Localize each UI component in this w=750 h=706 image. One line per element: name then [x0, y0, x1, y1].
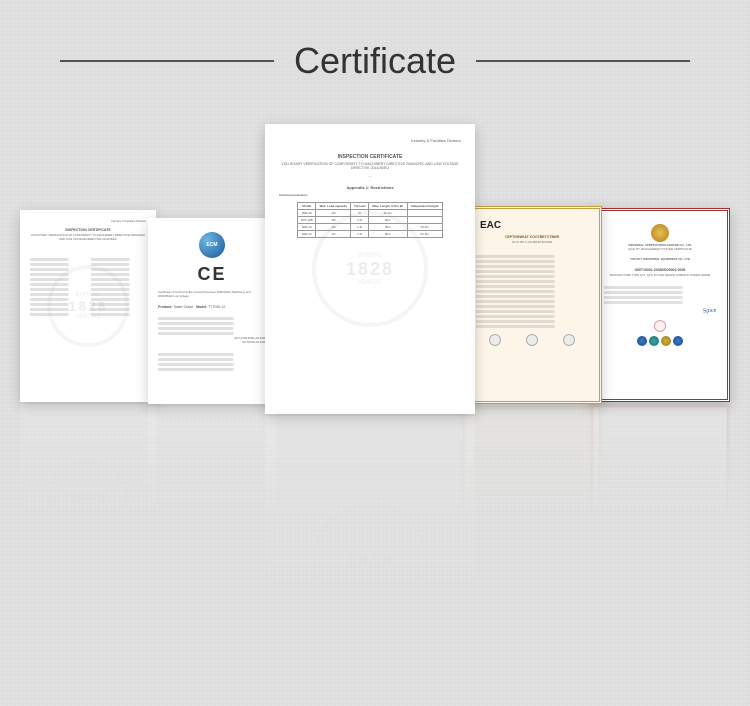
stamp-icon	[563, 334, 575, 346]
cert-ref-line: —	[279, 175, 461, 179]
cert-standard: EN 60204-32:2008	[158, 341, 266, 345]
iaf-badge-icon	[637, 336, 647, 346]
cert-title: СЕРТИФИКАТ СООТВЕТСТВИЯ	[476, 235, 588, 239]
certificate-3: BUREAU 1828 VERITAS Industry & Facilitie…	[265, 124, 475, 414]
model-label: Model:	[196, 305, 207, 309]
table-row: R90-2010t2t60.3m	[298, 210, 443, 217]
cert-body	[604, 286, 716, 304]
certificate-stage: BUREAU 1828 VERITAS Industry & Facilitie…	[0, 112, 750, 532]
certificate-3-reflection: 1828 INSPECTION CERTIFICATE	[265, 416, 475, 706]
th: Tip load	[351, 203, 369, 210]
cert-banner: Industry & Facilities Division	[279, 138, 461, 144]
cnas-badge-icon	[661, 336, 671, 346]
certificate-5-reflection	[590, 404, 730, 598]
certificate-1-reflection: 1828	[20, 404, 156, 596]
signature-row	[604, 320, 716, 332]
table-row: R60-1212t1.5t55m52.5m	[298, 231, 443, 238]
signature-icon: Spice	[702, 307, 716, 314]
th: Independent height	[407, 203, 442, 210]
cert-company: TOP SKY INDUSTRIAL EQUIPMENT CO., LTD	[604, 258, 716, 262]
stamp-icon	[526, 334, 538, 346]
certificate-5: UNIVERSAL CERTIFICATION CENTRE CO., LTD.…	[590, 208, 730, 402]
certificate-4: EAC СЕРТИФИКАТ СООТВЕТСТВИЯ № ТС RU С-CN…	[462, 206, 602, 404]
cert-subtitle: VOLUNTARY VERIFICATION OF CONFORMITY TO …	[279, 162, 461, 172]
stamp-icon	[654, 320, 666, 332]
tech-params-label: Technical parameters	[279, 194, 461, 198]
cert-standard: GB/T19001-2008/ISO9001:2008	[604, 268, 716, 272]
th: Max. Length of the jib	[369, 203, 408, 210]
cert-title: INSPECTION CERTIFICATE	[30, 228, 146, 232]
iso-badge-icon	[649, 336, 659, 346]
cert-scope: MANUFACTURE TYPE QTZ, QTP, SC AND RELIPE…	[604, 274, 716, 278]
ecm-badge-icon: ECM	[199, 232, 225, 258]
certificate-4-reflection: EAC	[462, 406, 602, 604]
cert-banner: Industry & Facilities Division	[30, 220, 146, 224]
certificate-2-reflection: CE	[148, 406, 276, 592]
certificate-2: ECM CE Certificate of Conformity EC Coun…	[148, 218, 276, 404]
table-header-row: Model Max. Load capacity Tip load Max. L…	[298, 203, 443, 210]
cert-body	[158, 353, 266, 371]
model-value: TT7020-12	[208, 305, 225, 309]
badge-icon	[673, 336, 683, 346]
cert-ref: № ТС RU С-CN.МЮ62.В.01950	[476, 241, 588, 245]
accreditation-badges	[604, 336, 716, 346]
product-value: Tower Crane	[173, 305, 193, 309]
cert-body	[30, 248, 146, 318]
eac-mark-icon: EAC	[476, 220, 588, 231]
restrictions-table: Model Max. Load capacity Tip load Max. L…	[297, 202, 443, 238]
heading-rule-left	[60, 60, 274, 62]
signature-row	[476, 334, 588, 346]
globe-emblem-icon	[651, 224, 669, 242]
certificate-1: BUREAU 1828 VERITAS Industry & Facilitie…	[20, 210, 156, 402]
product-label: Product:	[158, 305, 172, 309]
cert-body	[158, 317, 266, 335]
th: Model	[298, 203, 316, 210]
cert-body	[476, 255, 588, 328]
cert-appendix-title: Appendix 1: Restrictions	[279, 185, 461, 190]
stamp-icon	[489, 334, 501, 346]
table-row: R60-1010t1.3t55m45.5m	[298, 224, 443, 231]
table-row: R70-10B10t1.5t60m	[298, 217, 443, 224]
cert-subtitle: VOLUNTARY VERIFICATION OF CONFORMITY TO …	[30, 234, 146, 242]
heading-title: Certificate	[294, 40, 456, 82]
th: Max. Load capacity	[316, 203, 351, 210]
ce-mark-icon: CE	[158, 264, 266, 285]
section-heading: Certificate	[0, 0, 750, 102]
heading-rule-right	[476, 60, 690, 62]
cert-title: INSPECTION CERTIFICATE	[279, 154, 461, 160]
cert-directive: Certificate of Conformity EC Council Dir…	[158, 291, 266, 299]
cert-sub: QUALITY MANAGEMENT SYSTEM CERTIFICATE	[604, 248, 716, 252]
